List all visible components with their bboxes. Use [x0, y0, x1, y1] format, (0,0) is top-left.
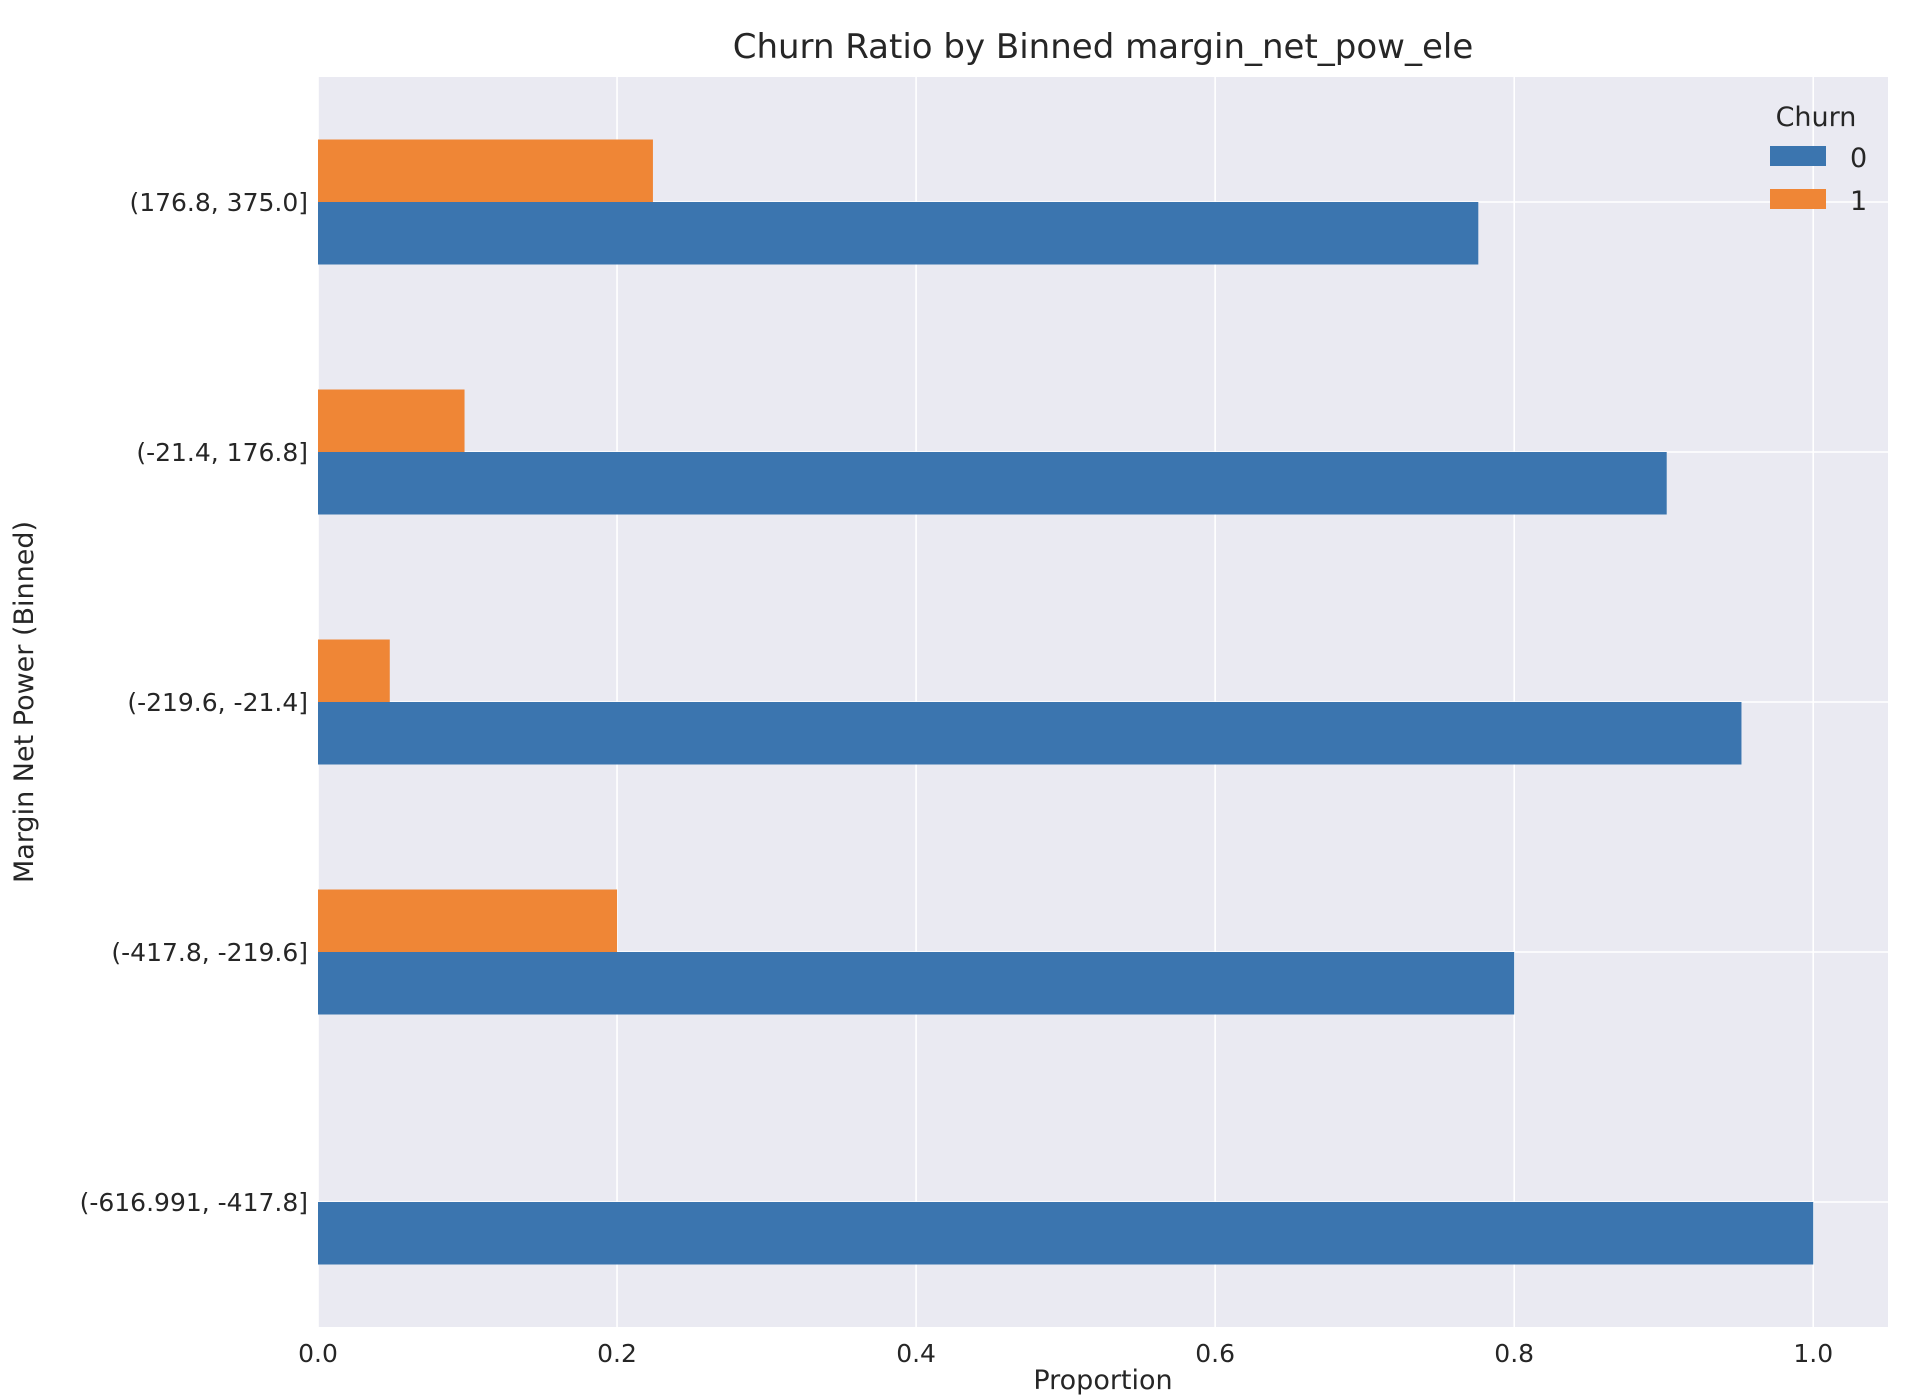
y-tick-label: (-417.8, -219.6]: [111, 938, 308, 967]
x-tick-label: 0.4: [896, 1339, 936, 1368]
bar-series-1-1: [318, 889, 618, 952]
bar-series-0-3: [318, 452, 1667, 515]
bar-series-0-1: [318, 952, 1515, 1015]
x-tick-label: 0.2: [597, 1339, 637, 1368]
x-tick-label: 0.0: [298, 1339, 338, 1368]
legend-label-series-0: 0: [1850, 143, 1867, 174]
bar-series-0-0: [318, 1202, 1814, 1265]
bar-series-0-4: [318, 202, 1479, 265]
bar-series-1-3: [318, 389, 465, 452]
legend-swatch-series-1: [1770, 189, 1826, 209]
x-axis-label: Proportion: [1033, 1365, 1172, 1396]
tick-labels: 0.0 0.2 0.4 0.6 0.8 1.0 (-616.991, -417.8] (-41…: [80, 188, 1834, 1368]
legend-swatch-series-0: [1770, 146, 1826, 166]
y-axis-label: Margin Net Power (Binned): [9, 521, 40, 883]
bar-series-1-4: [318, 139, 653, 202]
y-tick-label: (-219.6, -21.4]: [127, 688, 308, 717]
x-tick-label: 0.6: [1195, 1339, 1235, 1368]
y-tick-label: (-616.991, -417.8]: [80, 1188, 308, 1217]
y-tick-label: (176.8, 375.0]: [129, 188, 308, 217]
legend-title: Churn: [1776, 102, 1857, 133]
y-tick-label: (-21.4, 176.8]: [136, 438, 308, 467]
bar-series-0-2: [318, 702, 1742, 765]
legend: Churn 0 1: [1770, 102, 1867, 217]
x-tick-label: 1.0: [1793, 1339, 1833, 1368]
legend-label-series-1: 1: [1850, 186, 1867, 217]
bar-series-1-2: [318, 639, 390, 702]
chart-title: Churn Ratio by Binned margin_net_pow_ele: [733, 27, 1474, 67]
bars: [318, 139, 1814, 1265]
x-tick-label: 0.8: [1494, 1339, 1534, 1368]
